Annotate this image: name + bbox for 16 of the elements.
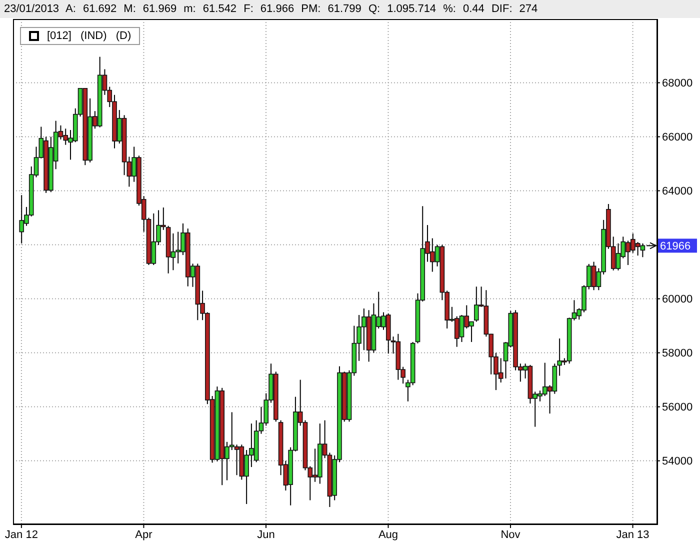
y-tick-label: 58000 xyxy=(662,348,693,360)
x-tick-label: Aug xyxy=(378,529,398,541)
y-tick-label: 66000 xyxy=(662,132,693,144)
y-tick-label: 68000 xyxy=(662,78,693,90)
x-tick-label: Jan 12 xyxy=(4,529,38,541)
x-tick-label: Jun xyxy=(257,529,275,541)
text: 61966 xyxy=(660,240,691,253)
label-box: [012] (IND) (D) xyxy=(20,27,140,45)
y-tick-label: 64000 xyxy=(662,186,693,198)
y-tick-label: 54000 xyxy=(662,456,693,468)
y-tick-label: 60000 xyxy=(662,294,693,306)
x-tick-label: Nov xyxy=(500,529,521,541)
y-tick-label: 56000 xyxy=(662,402,693,414)
x-tick-label: Jan 13 xyxy=(616,529,650,541)
chart-title: 23/01/2013 A: 61.692 M: 61.969 m: 61.542 F: 61.966 PM: 61.799 Q: 1.095.714 %: 0.44 DIF: 274 xyxy=(0,0,700,18)
x-tick-label: Apr xyxy=(135,529,153,541)
